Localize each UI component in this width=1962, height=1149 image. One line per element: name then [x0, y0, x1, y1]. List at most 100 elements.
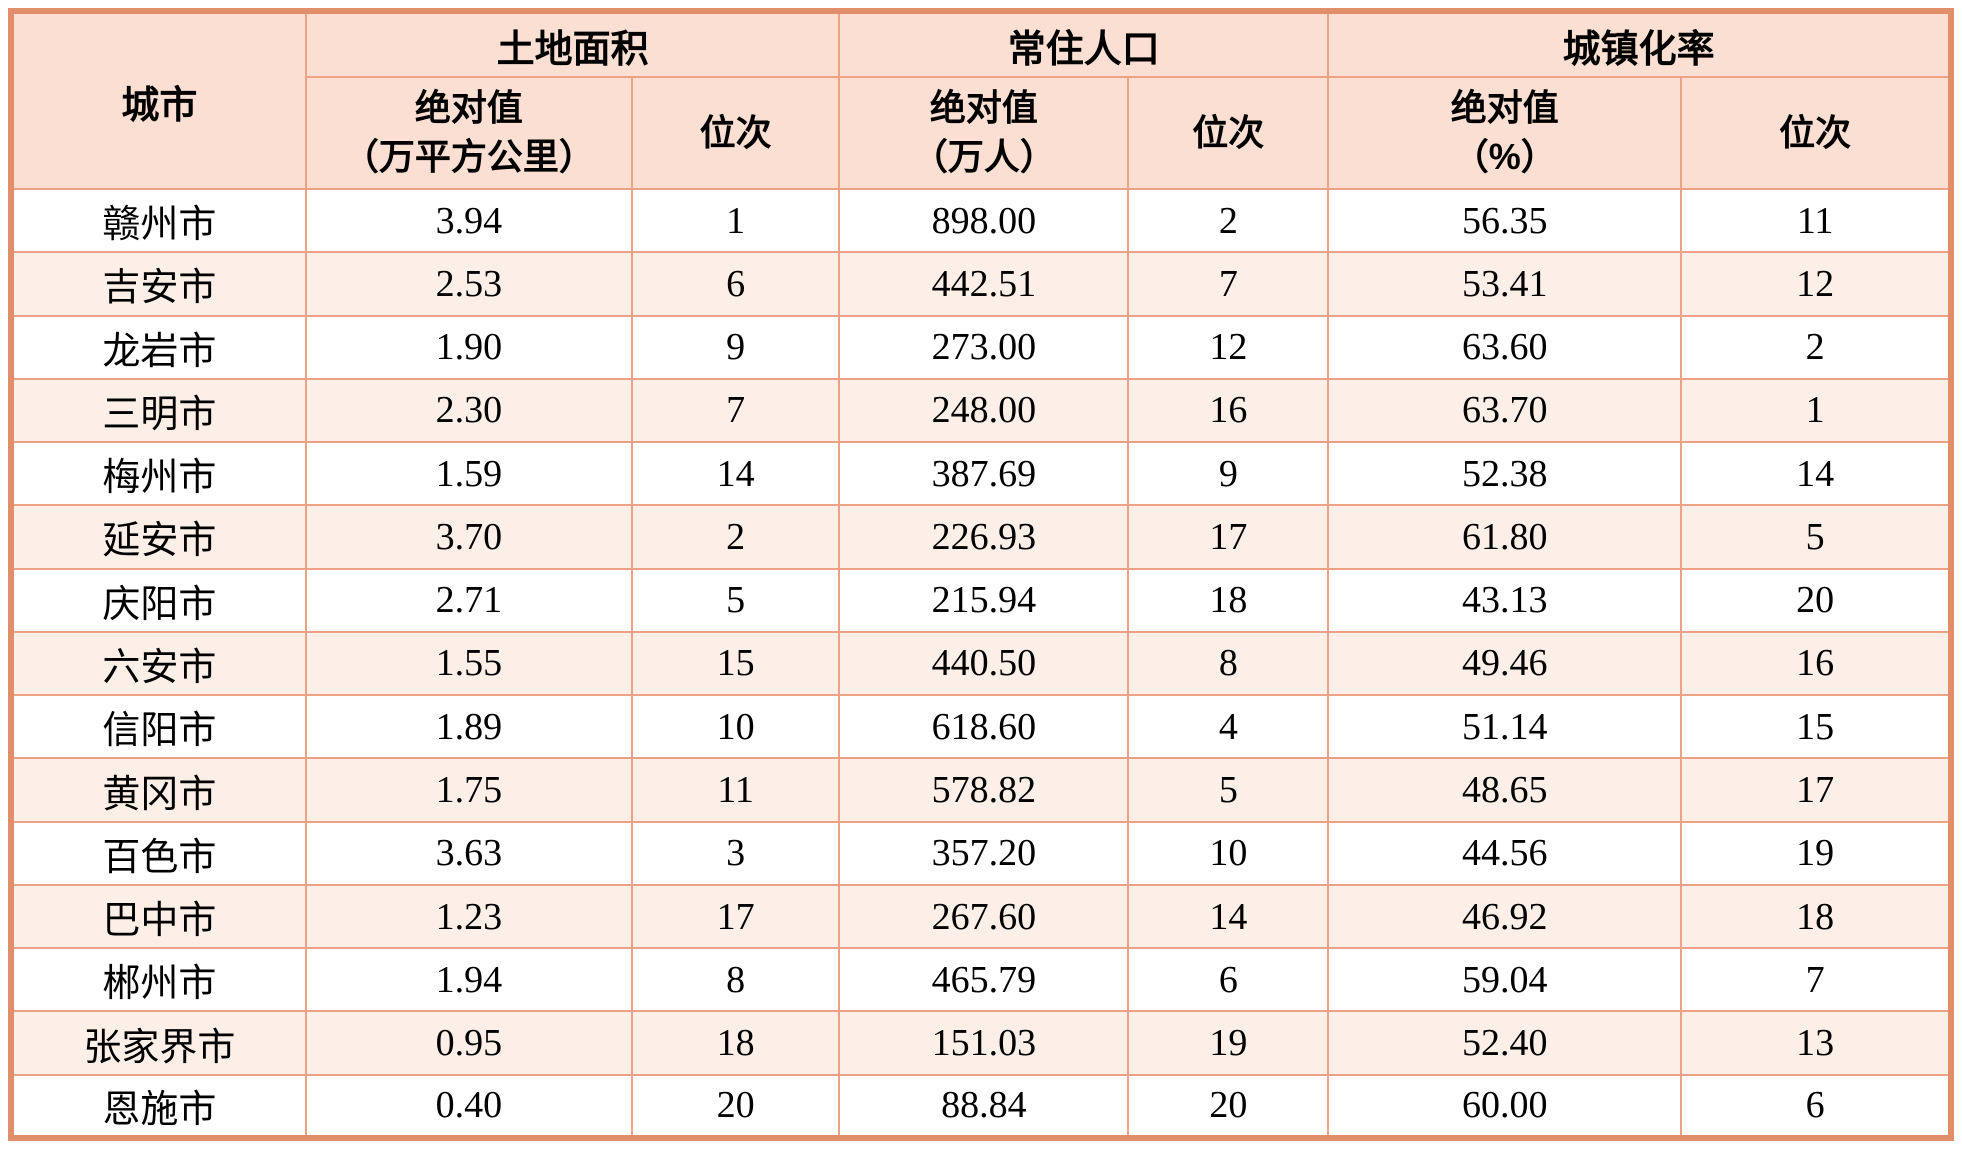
population-value-cell: 215.94	[838, 567, 1130, 633]
urbanization-rank-cell: 13	[1680, 1010, 1952, 1076]
land-area-value-cell: 2.71	[304, 567, 633, 633]
urbanization-value-cell: 60.00	[1327, 1073, 1683, 1140]
land-area-rank-cell: 3	[630, 820, 841, 886]
urbanization-value-cell: 63.70	[1327, 377, 1683, 444]
urbanization-value-cell: 51.14	[1327, 694, 1683, 760]
city-name-cell: 张家界市	[10, 1010, 307, 1076]
population-rank-cell: 9	[1127, 441, 1330, 507]
land-area-value-cell: 1.94	[304, 947, 633, 1013]
urbanization-value-cell: 44.56	[1327, 820, 1683, 886]
city-name-cell: 三明市	[10, 377, 307, 444]
urbanization-value-cell: 53.41	[1327, 251, 1683, 317]
urbanization-rank-cell: 2	[1680, 314, 1952, 380]
land-abs-label: 绝对值	[414, 87, 523, 129]
population-rank-cell: 7	[1127, 251, 1330, 317]
land-area-value-cell: 1.75	[304, 757, 633, 823]
header-group-row: 城市 土地面积 常住人口 城镇化率	[10, 10, 1952, 190]
city-name-cell: 龙岩市	[10, 314, 307, 380]
city-statistics-table: 城市 土地面积 常住人口 城镇化率 绝对值 （万平方公里） 位次 绝对值 （万人…	[8, 8, 1954, 1141]
population-value-cell: 465.79	[838, 947, 1130, 1013]
urbanization-value-cell: 63.60	[1327, 314, 1683, 380]
city-name-cell: 赣州市	[10, 187, 307, 254]
urbanization-rank-cell: 6	[1680, 1073, 1952, 1140]
table-row: 郴州市 1.94 8 465.79 6 59.04 7	[10, 947, 1952, 1013]
land-area-value-cell: 1.59	[304, 441, 633, 507]
population-rank-cell: 14	[1127, 883, 1330, 950]
population-rank-cell: 18	[1127, 567, 1330, 633]
urbanization-rank-cell: 12	[1680, 251, 1952, 317]
land-area-rank-cell: 2	[630, 504, 841, 570]
column-header-pop-rank: 位次	[1127, 76, 1330, 190]
land-area-rank-cell: 7	[630, 377, 841, 444]
land-area-rank-cell: 9	[630, 314, 841, 380]
urbanization-rank-cell: 19	[1680, 820, 1952, 886]
urbanization-value-cell: 59.04	[1327, 947, 1683, 1013]
population-value-cell: 357.20	[838, 820, 1130, 886]
column-header-urban-rank: 位次	[1680, 76, 1952, 190]
urbanization-value-cell: 48.65	[1327, 757, 1683, 823]
city-name-cell: 百色市	[10, 820, 307, 886]
land-area-value-cell: 2.30	[304, 377, 633, 444]
city-name-cell: 黄冈市	[10, 757, 307, 823]
table-row: 梅州市 1.59 14 387.69 9 52.38 14	[10, 441, 1952, 507]
urbanization-rank-cell: 17	[1680, 757, 1952, 823]
land-area-value-cell: 1.55	[304, 630, 633, 697]
urban-abs-unit: （%）	[1452, 136, 1557, 177]
population-value-cell: 578.82	[838, 757, 1130, 823]
land-area-value-cell: 1.89	[304, 694, 633, 760]
population-value-cell: 88.84	[838, 1073, 1130, 1140]
population-value-cell: 248.00	[838, 377, 1130, 444]
urbanization-value-cell: 46.92	[1327, 883, 1683, 950]
city-name-cell: 庆阳市	[10, 567, 307, 633]
population-value-cell: 387.69	[838, 441, 1130, 507]
urbanization-value-cell: 56.35	[1327, 187, 1683, 254]
city-name-cell: 巴中市	[10, 883, 307, 950]
column-header-urban-abs: 绝对值 （%）	[1327, 76, 1683, 190]
column-header-city: 城市	[10, 10, 307, 190]
urbanization-rank-cell: 16	[1680, 630, 1952, 697]
land-area-value-cell: 1.23	[304, 883, 633, 950]
urbanization-value-cell: 52.38	[1327, 441, 1683, 507]
table-row: 恩施市 0.40 20 88.84 20 60.00 6	[10, 1073, 1952, 1140]
city-name-cell: 恩施市	[10, 1073, 307, 1140]
urbanization-rank-cell: 5	[1680, 504, 1952, 570]
population-rank-cell: 20	[1127, 1073, 1330, 1140]
table-row: 张家界市 0.95 18 151.03 19 52.40 13	[10, 1010, 1952, 1076]
table-row: 龙岩市 1.90 9 273.00 12 63.60 2	[10, 314, 1952, 380]
land-area-rank-cell: 8	[630, 947, 841, 1013]
pop-abs-unit: （万人）	[911, 136, 1056, 177]
population-value-cell: 442.51	[838, 251, 1130, 317]
city-name-cell: 延安市	[10, 504, 307, 570]
table-row: 赣州市 3.94 1 898.00 2 56.35 11	[10, 187, 1952, 254]
urbanization-rank-cell: 7	[1680, 947, 1952, 1013]
population-value-cell: 226.93	[838, 504, 1130, 570]
land-area-value-cell: 3.70	[304, 504, 633, 570]
land-area-value-cell: 3.94	[304, 187, 633, 254]
urbanization-value-cell: 49.46	[1327, 630, 1683, 697]
land-area-rank-cell: 20	[630, 1073, 841, 1140]
urbanization-value-cell: 61.80	[1327, 504, 1683, 570]
urbanization-rank-cell: 18	[1680, 883, 1952, 950]
population-rank-cell: 10	[1127, 820, 1330, 886]
city-name-cell: 梅州市	[10, 441, 307, 507]
urbanization-rank-cell: 1	[1680, 377, 1952, 444]
column-group-resident-population: 常住人口	[838, 10, 1330, 78]
population-value-cell: 151.03	[838, 1010, 1130, 1076]
population-rank-cell: 2	[1127, 187, 1330, 254]
land-area-rank-cell: 15	[630, 630, 841, 697]
pop-abs-label: 绝对值	[929, 87, 1038, 129]
urbanization-rank-cell: 15	[1680, 694, 1952, 760]
land-area-value-cell: 1.90	[304, 314, 633, 380]
table-row: 黄冈市 1.75 11 578.82 5 48.65 17	[10, 757, 1952, 823]
land-area-rank-cell: 18	[630, 1010, 841, 1076]
population-rank-cell: 6	[1127, 947, 1330, 1013]
urbanization-rank-cell: 20	[1680, 567, 1952, 633]
column-group-land-area: 土地面积	[304, 10, 841, 78]
urban-abs-label: 绝对值	[1450, 87, 1559, 129]
population-rank-cell: 8	[1127, 630, 1330, 697]
table-row: 庆阳市 2.71 5 215.94 18 43.13 20	[10, 567, 1952, 633]
land-area-value-cell: 0.40	[304, 1073, 633, 1140]
land-area-value-cell: 0.95	[304, 1010, 633, 1076]
column-header-land-rank: 位次	[630, 76, 841, 190]
land-area-value-cell: 3.63	[304, 820, 633, 886]
